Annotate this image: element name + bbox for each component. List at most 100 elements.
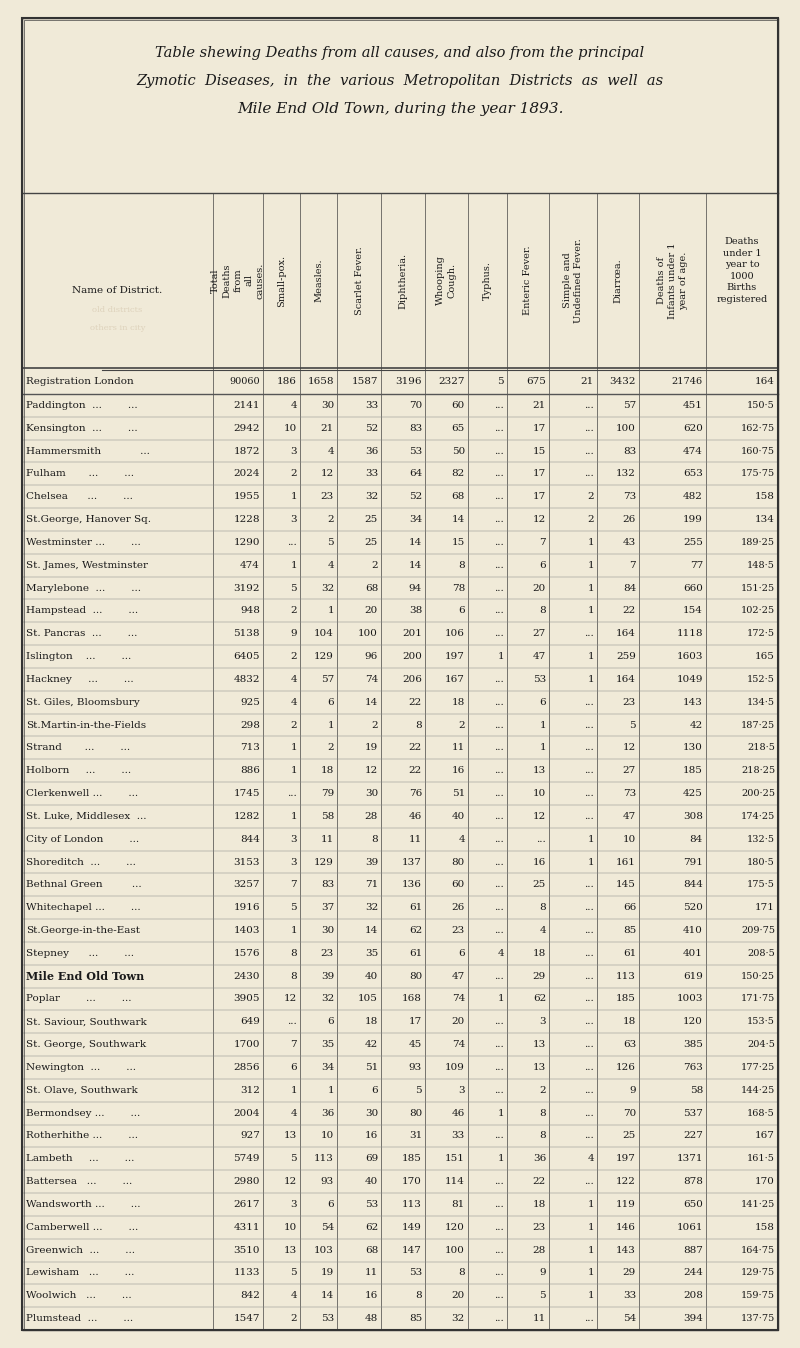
- Text: Measles.: Measles.: [314, 259, 323, 302]
- Text: 2: 2: [458, 721, 465, 729]
- Text: 4: 4: [539, 926, 546, 936]
- Text: ...: ...: [584, 1018, 594, 1026]
- Text: ...: ...: [494, 1041, 504, 1049]
- Text: 244: 244: [683, 1268, 703, 1278]
- Text: 134: 134: [755, 515, 775, 524]
- Text: 21: 21: [321, 423, 334, 433]
- Text: 1: 1: [587, 1200, 594, 1209]
- Text: ...: ...: [584, 926, 594, 936]
- Text: 1: 1: [587, 584, 594, 593]
- Text: 40: 40: [365, 972, 378, 980]
- Text: 7: 7: [290, 1041, 297, 1049]
- Text: 25: 25: [533, 880, 546, 890]
- Text: ...: ...: [494, 492, 504, 501]
- Text: 53: 53: [321, 1314, 334, 1324]
- Text: 168: 168: [402, 995, 422, 1003]
- Text: 650: 650: [683, 1200, 703, 1209]
- Text: 164: 164: [616, 630, 636, 638]
- Text: 927: 927: [240, 1131, 260, 1140]
- Text: ...: ...: [494, 584, 504, 593]
- Text: ...: ...: [494, 400, 504, 410]
- Text: Hammersmith            ...: Hammersmith ...: [26, 446, 150, 456]
- Text: 84: 84: [690, 834, 703, 844]
- Text: 78: 78: [452, 584, 465, 593]
- Text: ...: ...: [584, 1085, 594, 1095]
- Text: ...: ...: [494, 630, 504, 638]
- Text: 40: 40: [365, 1177, 378, 1186]
- Text: 23: 23: [533, 1223, 546, 1232]
- Text: 39: 39: [365, 857, 378, 867]
- Text: 1: 1: [539, 721, 546, 729]
- Text: 80: 80: [409, 972, 422, 980]
- Text: 18: 18: [533, 949, 546, 958]
- Text: 1118: 1118: [677, 630, 703, 638]
- Text: 1872: 1872: [234, 446, 260, 456]
- Text: 65: 65: [452, 423, 465, 433]
- Text: 187·25: 187·25: [741, 721, 775, 729]
- Text: St. Pancras  ...        ...: St. Pancras ... ...: [26, 630, 138, 638]
- Text: 126: 126: [616, 1064, 636, 1072]
- Text: 1: 1: [587, 1291, 594, 1301]
- Text: 148·5: 148·5: [747, 561, 775, 570]
- Text: ...: ...: [494, 721, 504, 729]
- Text: 103: 103: [314, 1246, 334, 1255]
- Text: ...: ...: [494, 1177, 504, 1186]
- Text: ...: ...: [494, 926, 504, 936]
- Text: St.George, Hanover Sq.: St.George, Hanover Sq.: [26, 515, 151, 524]
- Text: 2: 2: [290, 607, 297, 616]
- Text: Mile End Old Town: Mile End Old Town: [26, 971, 144, 981]
- Text: Whitechapel ...        ...: Whitechapel ... ...: [26, 903, 141, 913]
- Text: ...: ...: [494, 1064, 504, 1072]
- Text: 14: 14: [409, 538, 422, 547]
- Text: 9: 9: [539, 1268, 546, 1278]
- Text: 81: 81: [452, 1200, 465, 1209]
- Text: 887: 887: [683, 1246, 703, 1255]
- Text: 61: 61: [409, 949, 422, 958]
- Text: 180·5: 180·5: [747, 857, 775, 867]
- Text: 82: 82: [452, 469, 465, 479]
- Text: ...: ...: [584, 949, 594, 958]
- Text: 14: 14: [321, 1291, 334, 1301]
- Text: 1061: 1061: [677, 1223, 703, 1232]
- Text: 844: 844: [683, 880, 703, 890]
- Text: 12: 12: [533, 811, 546, 821]
- Text: 105: 105: [358, 995, 378, 1003]
- Text: Mile End Old Town, during the year 1893.: Mile End Old Town, during the year 1893.: [237, 102, 563, 116]
- Text: 8: 8: [539, 1108, 546, 1117]
- Text: 161·5: 161·5: [747, 1154, 775, 1163]
- Text: 2004: 2004: [234, 1108, 260, 1117]
- Text: 12: 12: [365, 766, 378, 775]
- Text: 474: 474: [683, 446, 703, 456]
- Text: 1133: 1133: [234, 1268, 260, 1278]
- Text: 948: 948: [240, 607, 260, 616]
- Text: ...: ...: [584, 721, 594, 729]
- Text: 52: 52: [365, 423, 378, 433]
- Text: St. Luke, Middlesex  ...: St. Luke, Middlesex ...: [26, 811, 146, 821]
- Text: 25: 25: [365, 515, 378, 524]
- Text: 23: 23: [452, 926, 465, 936]
- Text: 8: 8: [539, 1131, 546, 1140]
- Text: ...: ...: [494, 1131, 504, 1140]
- Text: 53: 53: [533, 675, 546, 683]
- Text: 129·75: 129·75: [741, 1268, 775, 1278]
- Text: 94: 94: [409, 584, 422, 593]
- Text: 38: 38: [409, 607, 422, 616]
- Text: 51: 51: [365, 1064, 378, 1072]
- Text: Battersea   ...        ...: Battersea ... ...: [26, 1177, 132, 1186]
- Text: 20: 20: [452, 1291, 465, 1301]
- Text: 53: 53: [365, 1200, 378, 1209]
- Text: 208: 208: [683, 1291, 703, 1301]
- Text: 15: 15: [452, 538, 465, 547]
- Text: 6: 6: [458, 949, 465, 958]
- Text: 167: 167: [445, 675, 465, 683]
- Text: 66: 66: [622, 903, 636, 913]
- Text: 10: 10: [533, 789, 546, 798]
- Text: 159·75: 159·75: [741, 1291, 775, 1301]
- Text: 154: 154: [683, 607, 703, 616]
- Text: 312: 312: [240, 1085, 260, 1095]
- Text: 84: 84: [622, 584, 636, 593]
- Text: 42: 42: [690, 721, 703, 729]
- Text: 35: 35: [321, 1041, 334, 1049]
- Text: 619: 619: [683, 972, 703, 980]
- Text: 68: 68: [365, 1246, 378, 1255]
